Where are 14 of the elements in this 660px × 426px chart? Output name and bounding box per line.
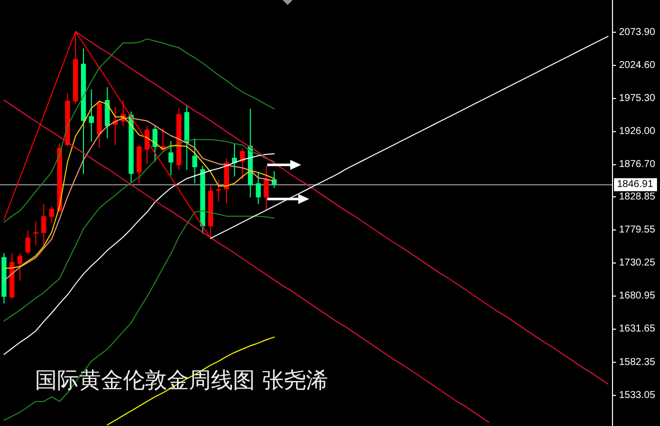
y-tick-label: 2073.90 <box>619 26 656 38</box>
y-tick-label: 1582.35 <box>619 356 656 368</box>
y-tick-label: 1876.70 <box>619 159 656 170</box>
ref-line-label: 1846.91 <box>617 179 654 190</box>
y-tick-label: 1533.05 <box>619 390 656 401</box>
y-tick-label: 1975.30 <box>619 92 656 104</box>
ref-label: 1846.91 <box>614 178 657 192</box>
y-tick-label: 1926.00 <box>619 126 656 138</box>
y-tick-label: 1779.55 <box>619 224 656 236</box>
y-tick-label: 1730.25 <box>619 258 656 269</box>
y-tick-label: 1631.65 <box>619 324 656 335</box>
y-tick-label: 1828.85 <box>619 191 656 202</box>
y-tick-label: 2024.60 <box>619 60 656 71</box>
y-tick-label: 1680.95 <box>619 290 656 302</box>
